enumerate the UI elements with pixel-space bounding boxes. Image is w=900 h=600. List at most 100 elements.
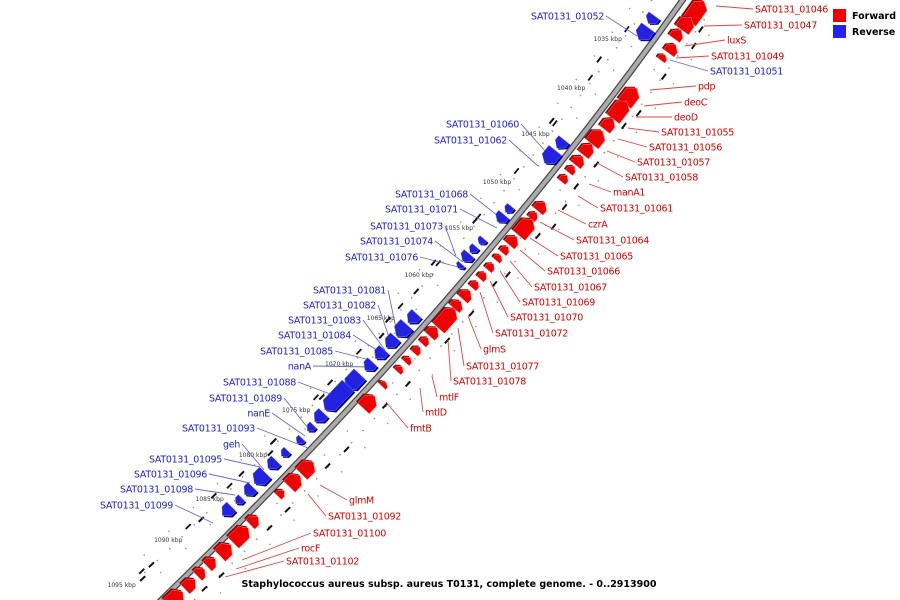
guide-dot bbox=[611, 31, 613, 33]
legend-reverse-label: Reverse bbox=[852, 27, 895, 38]
leader-line bbox=[669, 59, 709, 72]
gene-arrow bbox=[406, 308, 422, 324]
gene-arrow bbox=[504, 202, 515, 213]
gene-label-SAT0131_01083: SAT0131_01083 bbox=[288, 315, 361, 326]
gene-label-SAT0131_01058: SAT0131_01058 bbox=[625, 172, 698, 183]
feature-dash bbox=[596, 56, 603, 63]
leader-line bbox=[307, 493, 327, 517]
guide-dot bbox=[539, 213, 542, 215]
guide-dot bbox=[192, 506, 195, 509]
legend-forward-label: Forward bbox=[852, 11, 896, 22]
tick-label: 1095 kbp bbox=[108, 582, 136, 589]
gene-arrow bbox=[635, 22, 655, 41]
gene-arrow bbox=[245, 515, 260, 530]
guide-dot bbox=[389, 321, 392, 323]
tick-label: 1090 kbp bbox=[154, 537, 182, 544]
guide-dot bbox=[414, 358, 416, 360]
guide-dot bbox=[514, 260, 516, 263]
gene-arrow bbox=[384, 332, 401, 348]
gene-label-nanE: nanE bbox=[247, 408, 270, 419]
guide-dot bbox=[364, 446, 366, 449]
feature-dash bbox=[139, 575, 146, 582]
gene-arrow bbox=[235, 494, 246, 505]
guide-dot bbox=[532, 154, 535, 156]
gene-arrow bbox=[374, 344, 390, 360]
gene-label-SAT0131_01062: SAT0131_01062 bbox=[434, 135, 507, 146]
gene-label-SAT0131_01056: SAT0131_01056 bbox=[649, 142, 722, 153]
guide-dot bbox=[233, 499, 236, 502]
guide-dot bbox=[373, 417, 376, 420]
guide-dot bbox=[205, 511, 208, 514]
guide-dot bbox=[440, 345, 442, 347]
gene-arrow bbox=[476, 272, 487, 283]
gene-label-manA1: manA1 bbox=[613, 187, 645, 198]
guide-dot bbox=[181, 535, 184, 538]
guide-dot bbox=[276, 502, 278, 505]
gene-arrow bbox=[363, 357, 378, 371]
guide-dot bbox=[376, 316, 378, 318]
gene-label-SAT0131_01064: SAT0131_01064 bbox=[576, 235, 649, 246]
tick-label: 1070 kbp bbox=[325, 361, 353, 368]
guide-dot bbox=[650, 0, 653, 2]
guide-dot bbox=[386, 422, 389, 425]
guide-dot bbox=[708, 34, 710, 37]
gene-arrow bbox=[180, 578, 196, 595]
guide-dot bbox=[216, 482, 219, 485]
gene-label-SAT0131_01071: SAT0131_01071 bbox=[385, 204, 458, 215]
guide-dot bbox=[396, 393, 398, 396]
genome-backbone-fill bbox=[158, 0, 686, 600]
leader-line bbox=[457, 327, 465, 367]
guide-dot bbox=[409, 398, 412, 401]
tick-label: 1080 kbp bbox=[239, 452, 267, 459]
guide-dot bbox=[304, 428, 307, 430]
gene-label-SAT0131_01089: SAT0131_01089 bbox=[209, 393, 282, 404]
feature-dash bbox=[561, 203, 568, 211]
leader-line bbox=[224, 560, 285, 578]
guide-dot bbox=[243, 550, 246, 553]
legend: Forward Reverse bbox=[833, 9, 896, 38]
feature-dash bbox=[326, 379, 334, 386]
guide-dot bbox=[690, 58, 693, 61]
gene-arrow bbox=[468, 281, 479, 292]
guide-dot bbox=[461, 321, 464, 323]
gene-arrow bbox=[657, 54, 668, 64]
leader-line bbox=[499, 270, 521, 303]
guide-dot bbox=[372, 356, 374, 359]
gene-arrow bbox=[432, 308, 458, 334]
guide-dot bbox=[168, 547, 171, 550]
guide-dot bbox=[703, 18, 705, 21]
guide-dot bbox=[346, 430, 349, 432]
guide-dot bbox=[168, 530, 170, 533]
leader-line bbox=[519, 249, 546, 272]
feature-dash bbox=[138, 568, 145, 575]
guide-dot bbox=[472, 308, 475, 311]
guide-dot bbox=[229, 488, 232, 490]
guide-dot bbox=[362, 429, 364, 432]
feature-dash bbox=[435, 260, 442, 267]
guide-dot bbox=[241, 476, 244, 478]
gene-label-SAT0131_01099: SAT0131_01099 bbox=[100, 500, 173, 511]
leader-line bbox=[319, 484, 348, 501]
guide-dot bbox=[517, 277, 519, 279]
gene-label-SAT0131_01076: SAT0131_01076 bbox=[345, 252, 418, 263]
leader-line bbox=[596, 162, 624, 178]
feature-dash bbox=[468, 310, 475, 317]
gene-label-SAT0131_01077: SAT0131_01077 bbox=[466, 361, 539, 372]
tick-label: 1060 kbp bbox=[405, 272, 433, 279]
feature-dash bbox=[660, 73, 667, 81]
guide-dot bbox=[315, 478, 318, 480]
leader-line bbox=[334, 350, 371, 361]
gene-label-SAT0131_01093: SAT0131_01093 bbox=[182, 423, 255, 434]
leader-line bbox=[509, 260, 533, 288]
guide-dot bbox=[378, 332, 381, 335]
gene-arrow bbox=[393, 365, 404, 376]
feature-dash bbox=[312, 394, 320, 401]
guide-dot bbox=[480, 197, 482, 200]
feature-dash bbox=[548, 117, 555, 125]
feature-dash bbox=[238, 470, 245, 478]
guide-dot bbox=[240, 459, 243, 461]
guide-dot bbox=[354, 340, 357, 342]
guide-dot bbox=[615, 46, 618, 49]
